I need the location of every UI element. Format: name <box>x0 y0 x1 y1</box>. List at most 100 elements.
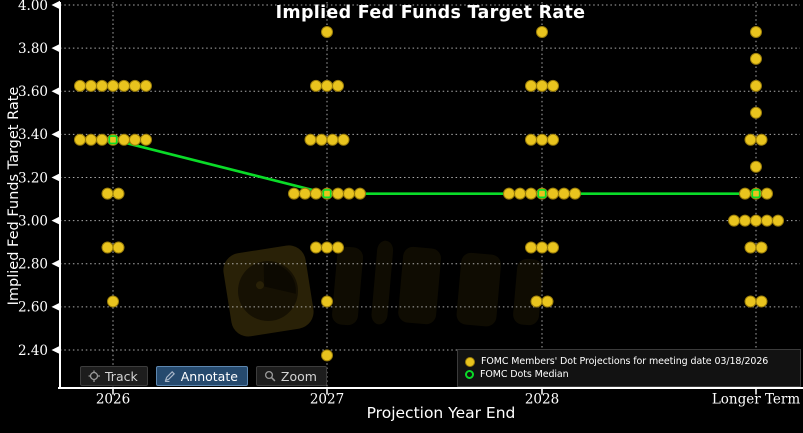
fomc-dot <box>536 133 548 146</box>
fomc-dot <box>547 241 559 254</box>
y-axis-tick-label: 3.60 <box>18 84 48 100</box>
y-axis-tick-label: 2.80 <box>18 257 48 273</box>
fomc-dot <box>332 79 344 92</box>
y-axis-title: Implied Fed Funds Target Rate <box>6 86 22 306</box>
fomc-dot <box>525 79 537 92</box>
chart-title: Implied Fed Funds Target Rate <box>275 3 586 23</box>
fomc-dot <box>112 241 125 254</box>
fomc-dot <box>332 187 344 200</box>
fomc-dot <box>74 79 86 92</box>
fomc-dot <box>547 133 559 146</box>
fomc-dot <box>750 160 762 173</box>
fomc-dot <box>744 133 757 146</box>
fomc-dot <box>547 187 559 200</box>
fomc-dot <box>321 241 333 254</box>
y-axis-tick-label: 2.60 <box>18 300 48 316</box>
fomc-dot <box>558 187 570 200</box>
watermark-eagle-eye <box>255 281 264 290</box>
fomc-dot <box>750 214 762 227</box>
fomc-dot <box>304 133 317 146</box>
fomc-dot <box>337 133 350 146</box>
fomc-dot <box>129 79 141 92</box>
y-tick-arrow-icon <box>51 130 60 139</box>
fomc-dot <box>536 25 548 38</box>
x-axis-tick-label: 2026 <box>96 392 130 408</box>
x-axis-title: Projection Year End <box>366 404 516 422</box>
fomc-dot <box>525 241 537 254</box>
median-marker <box>322 189 332 199</box>
fomc-dot <box>547 79 559 92</box>
y-tick-arrow-icon <box>51 302 60 312</box>
y-tick-arrow-icon <box>51 87 60 96</box>
annotate-pencil-icon <box>164 371 175 382</box>
y-axis-tick-label: 3.00 <box>18 213 48 229</box>
y-axis-tick-label: 2.40 <box>18 343 48 359</box>
fomc-dot <box>140 79 152 92</box>
legend-item[interactable]: FOMC Members' Dot Projections for meetin… <box>465 356 793 367</box>
fomc-dot <box>96 133 108 146</box>
fomc-dot <box>101 241 114 254</box>
toolbar-button-zoom[interactable]: Zoom <box>255 366 327 386</box>
fomc-dot <box>755 241 768 254</box>
fomc-dot <box>750 25 762 38</box>
fomc-dot <box>530 295 543 308</box>
x-axis-tick-label: 2027 <box>310 392 344 408</box>
fomc-dot <box>750 106 762 119</box>
fomc-dot <box>321 25 333 38</box>
watermark-text-blob <box>513 258 544 326</box>
fomc-dot <box>750 79 762 92</box>
toolbar-button-annotate[interactable]: Annotate <box>155 366 248 386</box>
y-axis-tick-label: 3.20 <box>18 170 48 186</box>
fomc-dot <box>288 187 300 200</box>
chart-toolbar: Track Annotate Zoom <box>80 366 327 386</box>
fomc-dot <box>525 187 537 200</box>
toolbar-button-track[interactable]: Track <box>80 366 148 386</box>
y-axis-tick-label: 4.00 <box>18 0 48 14</box>
y-axis-tick-label: 3.40 <box>18 127 48 143</box>
fomc-dot <box>536 79 548 92</box>
fomc-dot <box>728 214 740 227</box>
green-open-circle-marker-icon <box>465 370 474 379</box>
fomc-dot <box>744 295 757 308</box>
toolbar-button-label: Annotate <box>180 368 238 384</box>
fomc-dot <box>321 349 333 362</box>
fomc-dot <box>112 187 125 200</box>
watermark-text-blob <box>332 246 364 326</box>
median-line <box>112 138 756 195</box>
legend-item[interactable]: FOMC Dots Median <box>465 369 793 380</box>
fomc-dot <box>739 214 751 227</box>
watermark-text-blob <box>371 240 394 325</box>
watermark-text-blob <box>456 252 502 327</box>
fomc-dot <box>315 133 328 146</box>
fomc-dot <box>755 133 768 146</box>
legend: FOMC Members' Dot Projections for meetin… <box>457 349 801 387</box>
fomc-dot <box>299 187 311 200</box>
fomc-dot <box>761 187 773 200</box>
track-crosshair-icon <box>88 370 100 382</box>
fomc-dot <box>744 241 757 254</box>
x-axis-tick-label: Longer Term <box>712 392 801 408</box>
fomc-dot <box>343 187 355 200</box>
fomc-dot <box>107 79 119 92</box>
fomc-dot <box>354 187 366 200</box>
fomc-dot <box>514 187 526 200</box>
fomc-dot <box>321 295 333 308</box>
fomc-dot <box>85 133 97 146</box>
fomc-dot <box>74 133 86 146</box>
fomc-dot <box>321 79 333 92</box>
y-tick-arrow-icon <box>51 43 60 53</box>
fomc-dot <box>310 79 322 92</box>
fomc-dot <box>118 133 130 146</box>
fomc-dot <box>569 187 581 200</box>
fomc-dot <box>310 187 322 200</box>
fomc-dot <box>536 241 548 254</box>
median-marker <box>751 189 761 199</box>
fomc-dot <box>750 52 762 65</box>
fomc-dot <box>107 295 119 308</box>
fomc-dot <box>503 187 515 200</box>
y-axis-tick-label: 3.80 <box>18 41 48 57</box>
x-axis-tick-label: 2028 <box>525 392 559 408</box>
watermark-eagle-beak <box>263 263 296 294</box>
fomc-dot <box>118 79 130 92</box>
